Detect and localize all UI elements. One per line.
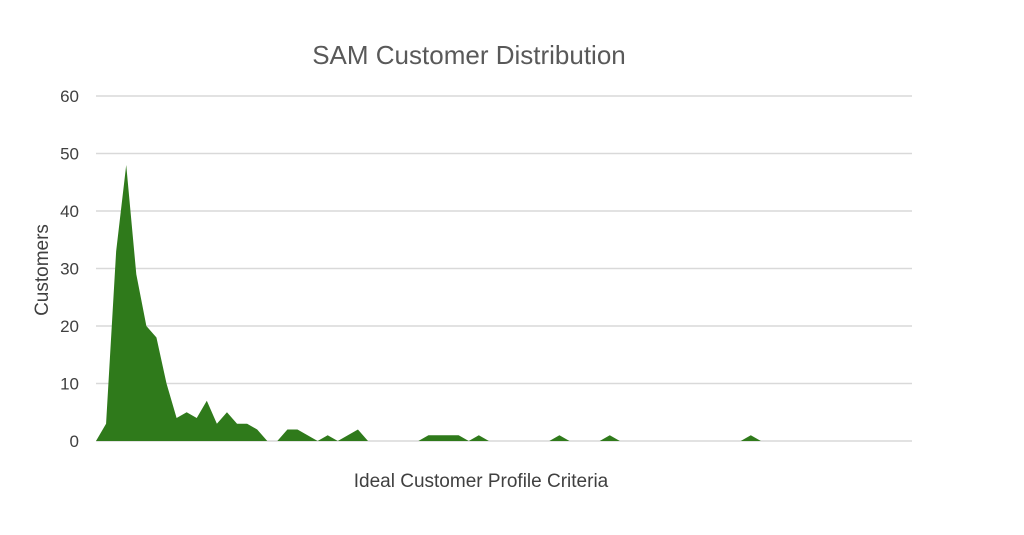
y-tick-label: 10 <box>60 375 79 394</box>
chart-title: SAM Customer Distribution <box>312 40 626 70</box>
y-tick-label: 50 <box>60 145 79 164</box>
x-axis-label: Ideal Customer Profile Criteria <box>354 471 609 492</box>
y-tick-label: 30 <box>60 260 79 279</box>
y-axis-label: Customers <box>32 224 53 316</box>
y-tick-label: 60 <box>60 87 79 106</box>
y-tick-label: 40 <box>60 202 79 221</box>
y-tick-label: 0 <box>70 432 79 451</box>
y-axis-ticks: 0 10 20 30 40 50 60 <box>60 87 79 451</box>
gridlines <box>96 95 912 442</box>
series-area <box>96 165 912 441</box>
y-tick-label: 20 <box>60 317 79 336</box>
